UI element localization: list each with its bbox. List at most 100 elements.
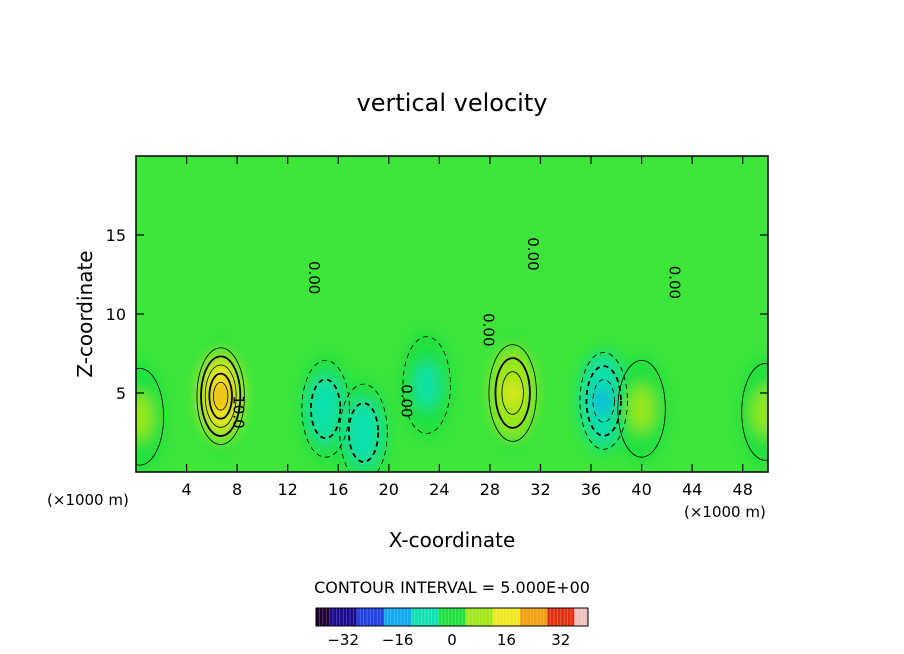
field-cell-downdraft <box>418 371 435 399</box>
contour-line <box>617 359 666 458</box>
colorbar-swatch <box>503 608 507 626</box>
colorbar-swatch <box>438 608 443 626</box>
field-cell-downdraft <box>317 395 334 423</box>
colorbar-swatch <box>336 608 341 626</box>
colorbar-swatch <box>435 608 439 626</box>
colorbar-swatch <box>530 608 535 626</box>
contour-line <box>208 372 233 420</box>
colorbar-swatch <box>418 608 422 626</box>
colorbar-swatch <box>509 608 514 626</box>
colorbar-swatch <box>577 608 582 626</box>
colorbar-swatch <box>469 608 473 626</box>
colorbar-swatch <box>322 608 327 626</box>
x-axis-label: X-coordinate <box>389 528 516 552</box>
colorbar-swatch <box>489 608 494 626</box>
colorbar-swatch <box>407 608 412 626</box>
contour-line <box>339 383 388 472</box>
colorbar-swatch <box>363 608 368 626</box>
colorbar-swatch <box>496 608 501 626</box>
colorbar-swatch <box>367 608 371 626</box>
colorbar-swatch <box>462 608 467 626</box>
colorbar-swatch <box>486 608 490 626</box>
colorbar-tick-label: −16 <box>382 631 414 649</box>
colorbar-swatch <box>339 608 344 626</box>
colorbar-swatch <box>543 608 548 626</box>
colorbar-swatch <box>554 608 558 626</box>
colorbar-swatch <box>394 608 399 626</box>
colorbar-swatch <box>564 608 569 626</box>
colorbar-swatch <box>520 608 524 626</box>
field-cell-updraft <box>136 402 148 431</box>
contour-label: 0.00 <box>397 384 415 417</box>
contour-line <box>579 352 628 450</box>
colorbar-tick-label: 32 <box>551 631 570 649</box>
colorbar-swatch <box>540 608 545 626</box>
colorbar-swatch <box>353 608 358 626</box>
colorbar-swatch <box>343 608 348 626</box>
x-tick-label: 12 <box>278 480 298 499</box>
x-tick-label: 44 <box>682 480 702 499</box>
x-axis-ticks: 4 8 12 16 20 24 28 32 36 40 44 48 <box>181 156 753 499</box>
colorbar-swatch <box>550 608 555 626</box>
x-tick-label: 40 <box>631 480 651 499</box>
contour-label: 0.00 <box>305 261 323 294</box>
colorbar: −32 −16 0 16 32 <box>315 607 589 649</box>
colorbar-swatch <box>424 608 429 626</box>
colorbar-swatch <box>414 608 419 626</box>
contour-line <box>301 359 350 458</box>
x-tick-label: 20 <box>379 480 399 499</box>
contour-line <box>585 365 622 437</box>
field-cell-updraft <box>757 398 768 426</box>
contour-label: 10.0 <box>229 395 247 428</box>
field-cell-downdraft <box>595 387 612 415</box>
x-tick-label: 24 <box>429 480 449 499</box>
contour-line <box>501 371 524 415</box>
contour-labels: 0.00 0.00 0.00 0.00 0.00 10.0 <box>229 237 683 428</box>
x-tick-label: 8 <box>232 480 242 499</box>
colorbar-swatch <box>526 608 531 626</box>
colorbar-swatch <box>557 608 562 626</box>
x-tick-label: 48 <box>733 480 753 499</box>
colorbar-swatch <box>397 608 402 626</box>
colorbar-swatch <box>584 608 589 626</box>
y-tick-label: 15 <box>106 226 126 245</box>
colorbar-swatch <box>360 608 365 626</box>
colorbar-swatch <box>479 608 484 626</box>
contour-label: 0.00 <box>480 313 498 346</box>
field-cell-downdraft <box>355 418 372 447</box>
colorbar-swatch <box>533 608 538 626</box>
colorbar-swatch <box>465 608 470 626</box>
colorbar-swatch <box>537 608 541 626</box>
contour-lines <box>136 336 768 472</box>
colorbar-swatch <box>390 608 395 626</box>
colorbar-swatch <box>329 608 334 626</box>
colorbar-swatch <box>475 608 480 626</box>
x-unit-label-left: (×1000 m) <box>47 491 129 509</box>
colorbar-swatch <box>448 608 453 626</box>
colorbar-swatch <box>458 608 463 626</box>
colorbar-swatch <box>506 608 511 626</box>
field-cell-updraft <box>633 395 650 423</box>
y-axis-label: Z-coordinate <box>73 250 97 377</box>
colorbar-swatch <box>482 608 487 626</box>
contour-line <box>488 344 537 442</box>
x-tick-label: 4 <box>181 480 191 499</box>
colorbar-swatch <box>319 608 324 626</box>
x-unit-label-right: (×1000 m) <box>684 503 766 521</box>
colorbar-swatch <box>373 608 378 626</box>
contour-line <box>494 357 531 429</box>
colorbar-swatch <box>431 608 436 626</box>
chart-title: vertical velocity <box>357 89 548 117</box>
colorbar-swatch <box>574 608 579 626</box>
colorbar-swatch <box>333 608 337 626</box>
field-cell-updraft <box>504 379 521 407</box>
colorbar-swatch <box>404 608 409 626</box>
colorbar-swatch <box>581 608 586 626</box>
colorbar-swatch <box>377 608 382 626</box>
colorbar-frame <box>315 607 589 627</box>
contour-line <box>136 367 164 466</box>
colorbar-tick-label: 16 <box>497 631 516 649</box>
colorbar-swatch <box>560 608 565 626</box>
